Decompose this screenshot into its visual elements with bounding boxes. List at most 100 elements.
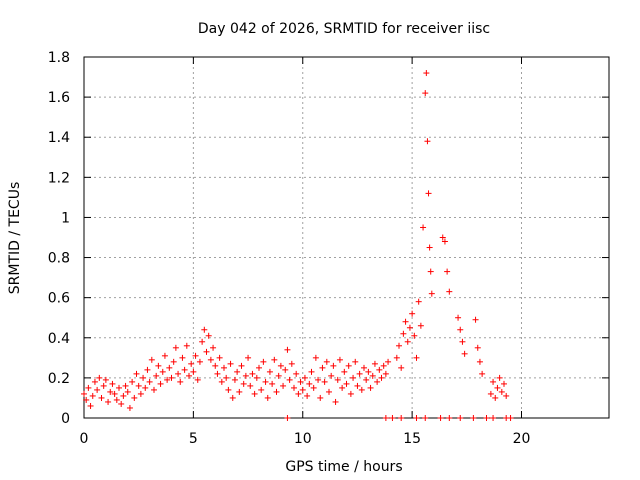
data-point: [137, 390, 144, 397]
data-point: [113, 396, 120, 403]
data-point: [297, 378, 304, 385]
data-point: [376, 366, 383, 373]
data-point: [258, 386, 265, 393]
data-point: [245, 354, 252, 361]
data-point: [326, 388, 332, 395]
data-point: [315, 376, 322, 383]
data-point: [343, 380, 350, 387]
data-point: [470, 415, 477, 421]
data-point: [323, 358, 330, 365]
data-point: [472, 316, 479, 323]
data-point: [192, 352, 199, 359]
data-point: [389, 415, 396, 421]
data-point: [190, 368, 197, 375]
data-point: [120, 392, 127, 399]
data-point: [361, 364, 367, 371]
data-point: [291, 384, 297, 391]
data-point: [374, 378, 381, 385]
data-point: [177, 378, 184, 385]
data-point: [231, 376, 238, 383]
data-point: [122, 382, 129, 389]
data-point: [490, 378, 497, 385]
data-point: [159, 368, 166, 375]
data-point: [275, 372, 282, 379]
data-point: [269, 380, 276, 387]
data-point: [188, 360, 195, 367]
plot-frame: [83, 56, 610, 419]
data-point: [334, 376, 341, 383]
data-point: [199, 338, 206, 345]
data-point: [168, 374, 175, 381]
data-point: [422, 90, 429, 97]
data-point: [328, 372, 335, 379]
data-point: [194, 376, 201, 383]
data-point: [455, 314, 462, 321]
data-point: [385, 358, 392, 365]
data-point: [262, 378, 269, 385]
data-point: [420, 224, 427, 231]
data-point: [503, 392, 510, 399]
data-point: [126, 404, 133, 411]
data-point: [363, 376, 370, 383]
data-point: [109, 380, 116, 387]
data-point: [479, 370, 486, 377]
data-point: [131, 394, 138, 401]
data-point: [371, 360, 378, 367]
y-tick-label: 0: [61, 411, 70, 427]
data-point: [308, 368, 315, 375]
data-point: [310, 384, 317, 391]
data-point: [413, 354, 420, 361]
data-point: [153, 372, 160, 379]
data-point: [301, 374, 308, 381]
data-point: [133, 370, 140, 377]
data-point: [446, 288, 453, 295]
data-point: [94, 386, 101, 393]
y-ticks: 0 0.2 0.4 0.6 0.8 1 1.2 1.4 1.6 1.8: [48, 50, 609, 427]
data-point: [196, 358, 203, 365]
data-point: [124, 388, 131, 395]
data-point: [214, 370, 221, 377]
data-point: [490, 415, 497, 421]
data-point: [249, 370, 256, 377]
data-point: [96, 374, 103, 381]
data-point: [345, 362, 352, 369]
data-point: [91, 378, 98, 385]
data-point: [144, 366, 151, 373]
data-point: [140, 374, 147, 381]
data-points: [81, 70, 514, 421]
data-point: [321, 378, 328, 385]
data-point: [236, 388, 243, 395]
data-point: [426, 244, 433, 251]
data-point: [483, 415, 490, 421]
data-point: [251, 390, 258, 397]
data-point: [306, 380, 313, 387]
data-point: [354, 382, 361, 389]
data-point: [242, 372, 249, 379]
data-point: [496, 374, 503, 381]
data-point: [264, 394, 271, 401]
data-point: [212, 362, 219, 369]
data-point: [299, 386, 306, 393]
data-point: [336, 356, 343, 363]
data-point: [148, 356, 155, 363]
data-point: [487, 390, 494, 397]
data-point: [378, 374, 385, 381]
data-point: [172, 344, 179, 351]
data-point: [253, 374, 260, 381]
data-point: [423, 70, 430, 77]
data-point: [216, 354, 223, 361]
data-point: [501, 380, 507, 387]
x-tick-label: 20: [513, 431, 531, 447]
y-tick-label: 1: [61, 210, 70, 226]
data-point: [223, 374, 230, 381]
data-point: [404, 338, 411, 345]
data-point: [280, 382, 287, 389]
data-point: [85, 384, 92, 391]
x-tick-label: 5: [189, 431, 198, 447]
y-tick-label: 0.2: [48, 371, 70, 387]
data-point: [260, 358, 267, 365]
data-point: [393, 354, 400, 361]
chart-title: Day 042 of 2026, SRMTID for receiver iis…: [198, 21, 490, 37]
data-point: [461, 350, 468, 357]
data-point: [247, 382, 254, 389]
